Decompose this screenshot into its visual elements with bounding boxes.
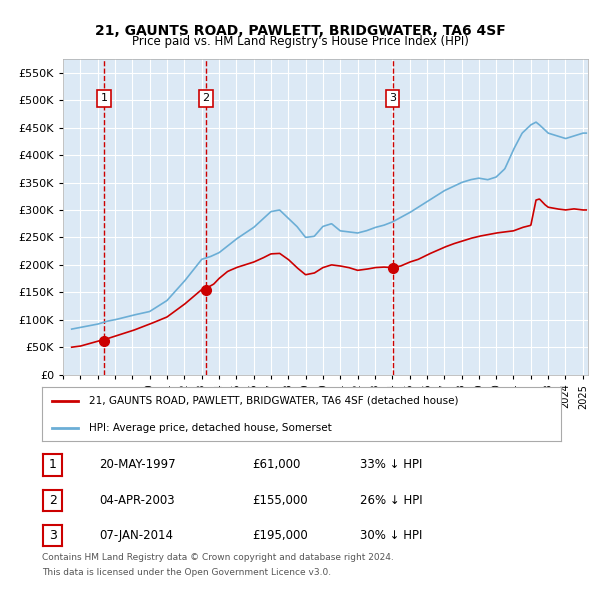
Text: 1: 1 [101, 93, 108, 103]
Text: HPI: Average price, detached house, Somerset: HPI: Average price, detached house, Some… [89, 423, 331, 432]
Text: 30% ↓ HPI: 30% ↓ HPI [360, 529, 422, 542]
Text: 07-JAN-2014: 07-JAN-2014 [99, 529, 173, 542]
Text: £155,000: £155,000 [252, 494, 308, 507]
Text: 1: 1 [49, 458, 57, 471]
Text: 26% ↓ HPI: 26% ↓ HPI [360, 494, 422, 507]
Text: 2: 2 [49, 494, 57, 507]
Text: 33% ↓ HPI: 33% ↓ HPI [360, 458, 422, 471]
Text: 2: 2 [202, 93, 209, 103]
Text: 3: 3 [49, 529, 57, 542]
Text: Contains HM Land Registry data © Crown copyright and database right 2024.: Contains HM Land Registry data © Crown c… [42, 553, 394, 562]
Text: This data is licensed under the Open Government Licence v3.0.: This data is licensed under the Open Gov… [42, 568, 331, 577]
Text: 3: 3 [389, 93, 396, 103]
Text: 21, GAUNTS ROAD, PAWLETT, BRIDGWATER, TA6 4SF: 21, GAUNTS ROAD, PAWLETT, BRIDGWATER, TA… [95, 24, 505, 38]
Text: Price paid vs. HM Land Registry's House Price Index (HPI): Price paid vs. HM Land Registry's House … [131, 35, 469, 48]
Text: £195,000: £195,000 [252, 529, 308, 542]
Text: £61,000: £61,000 [252, 458, 301, 471]
Text: 20-MAY-1997: 20-MAY-1997 [99, 458, 176, 471]
Text: 21, GAUNTS ROAD, PAWLETT, BRIDGWATER, TA6 4SF (detached house): 21, GAUNTS ROAD, PAWLETT, BRIDGWATER, TA… [89, 396, 458, 405]
Text: 04-APR-2003: 04-APR-2003 [99, 494, 175, 507]
